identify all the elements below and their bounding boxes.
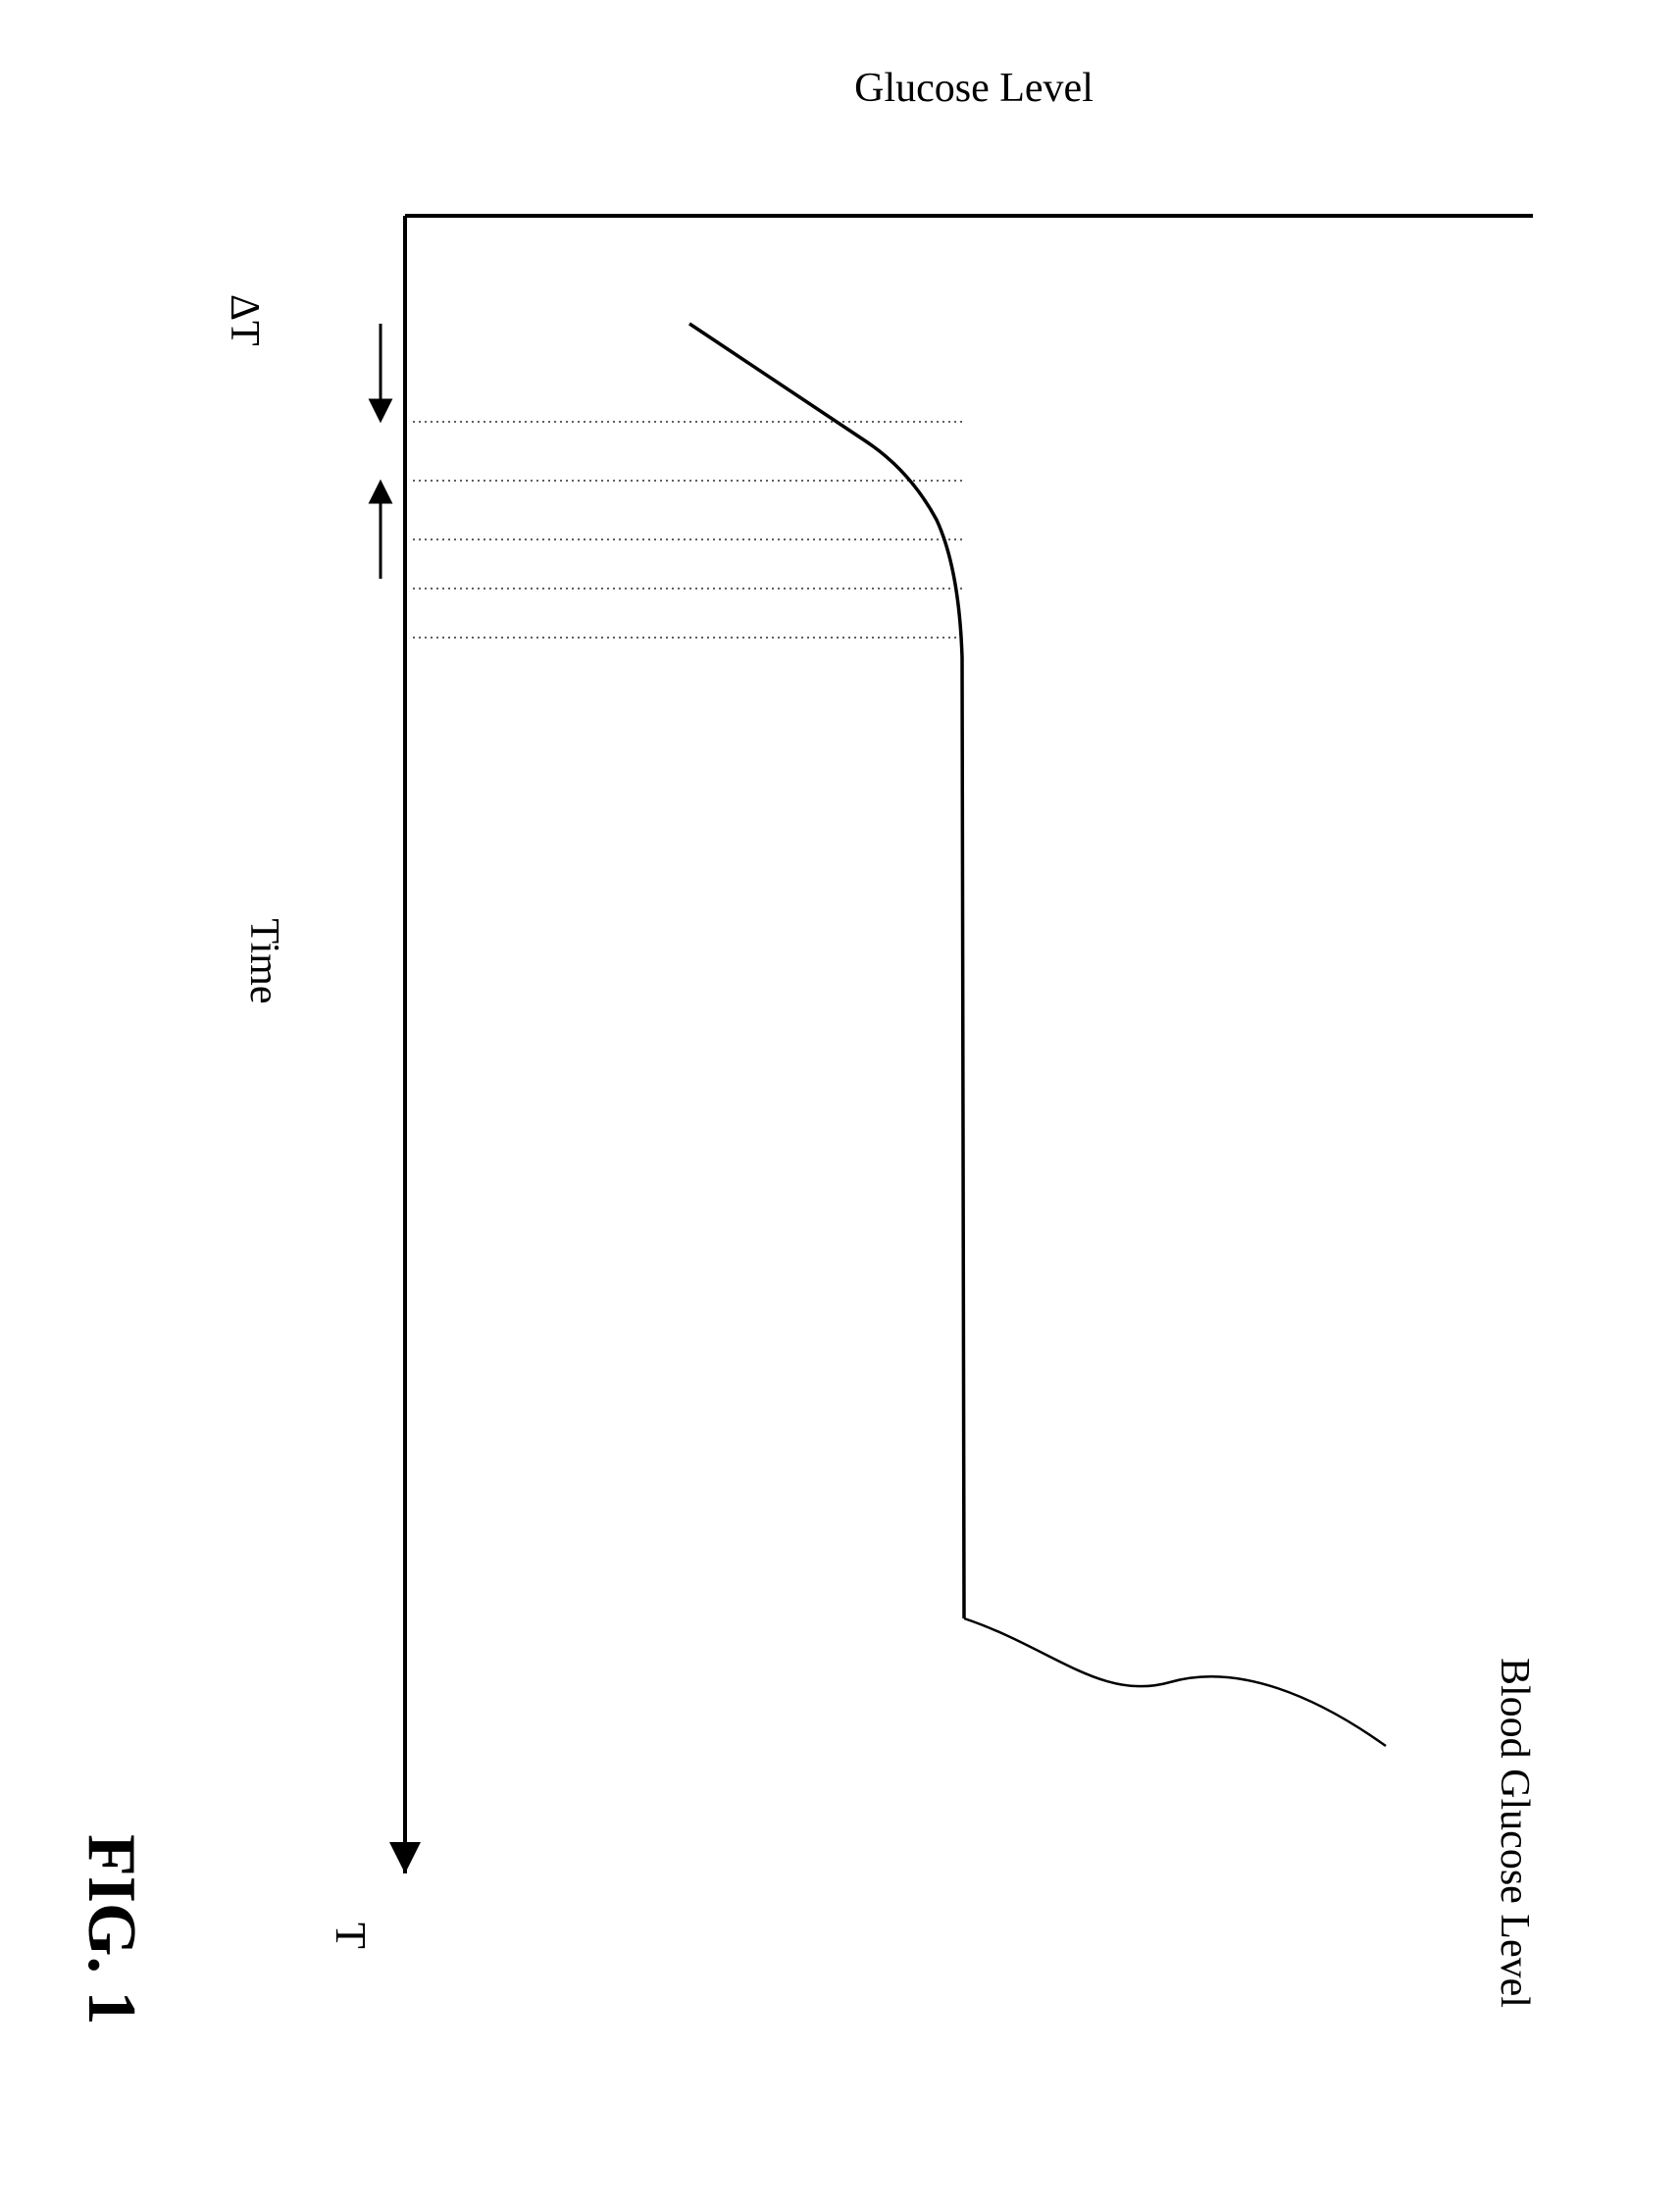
glucose-curve — [689, 324, 964, 1618]
y-axis-label: Glucose Level — [854, 65, 1094, 112]
x-axis-label: Time — [240, 918, 287, 1003]
delta-t-label: ΔT — [221, 294, 268, 346]
dotted-refs — [410, 422, 962, 638]
delta-t-arrow-left-head — [371, 400, 390, 420]
delta-t-arrows — [371, 324, 390, 579]
x-axis-end-label: T — [326, 1923, 376, 1949]
figure-canvas: Glucose Level Time T Blood Glucose Level… — [0, 0, 1680, 2205]
x-axis-arrowhead — [389, 1842, 421, 1873]
figure-label: FIG. 1 — [72, 1834, 150, 2025]
glucose-chart — [317, 167, 1553, 1893]
page-rotated-wrapper: Glucose Level Time T Blood Glucose Level… — [0, 0, 1680, 1680]
series-label-leader — [964, 1618, 1386, 1746]
delta-t-arrow-right-head — [371, 483, 390, 502]
series-label: Blood Glucose Level — [1491, 1658, 1538, 2008]
